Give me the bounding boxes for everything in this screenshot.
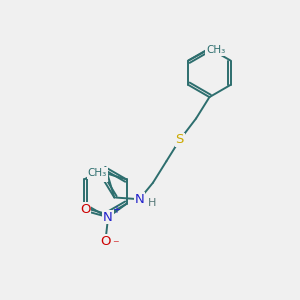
Text: N: N <box>135 193 145 206</box>
Text: N: N <box>103 211 113 224</box>
Text: ⁻: ⁻ <box>112 238 119 252</box>
Text: O: O <box>100 235 111 248</box>
Text: S: S <box>176 134 184 146</box>
Text: O: O <box>80 203 91 216</box>
Text: +: + <box>112 205 120 215</box>
Text: CH₃: CH₃ <box>88 168 107 178</box>
Text: O: O <box>97 168 107 181</box>
Text: H: H <box>148 198 156 208</box>
Text: CH₃: CH₃ <box>206 45 225 55</box>
